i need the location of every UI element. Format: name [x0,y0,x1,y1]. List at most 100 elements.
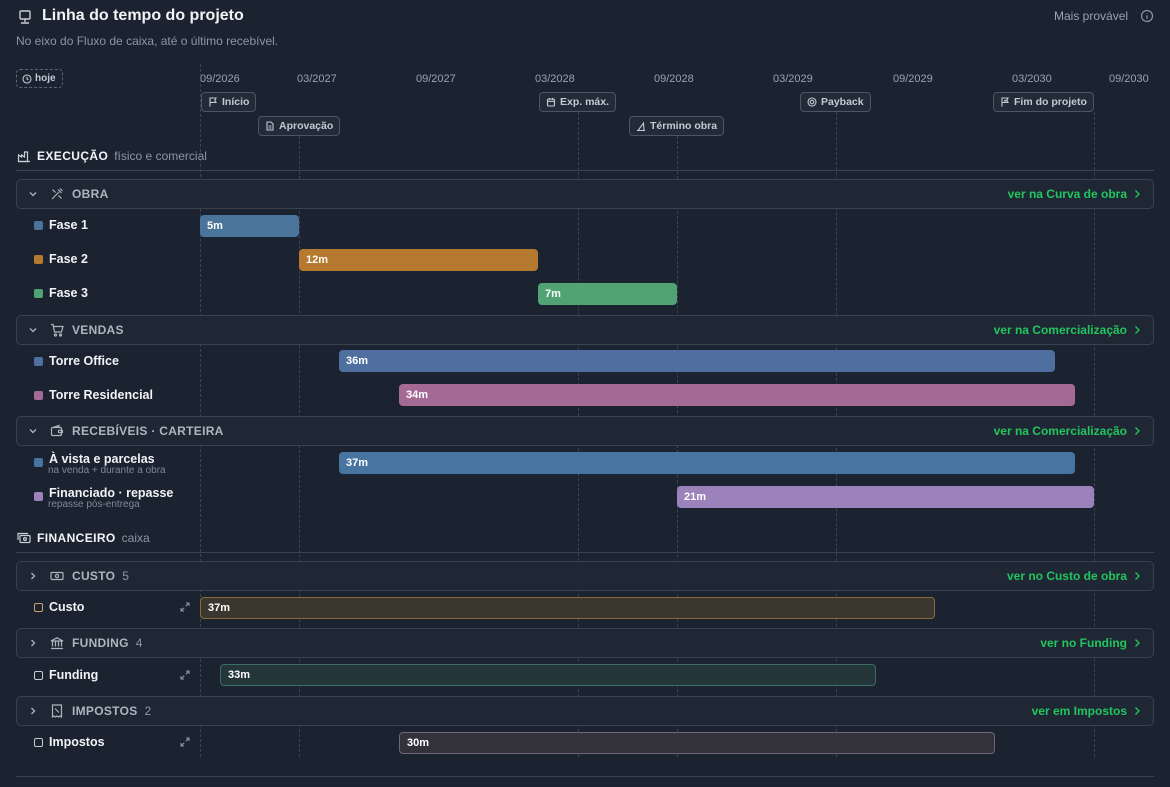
bar-duration: 37m [208,602,231,614]
info-icon[interactable] [1140,9,1154,23]
group-impostos[interactable]: IMPOSTOS 2 ver em Impostos [16,696,1154,726]
gantt-bar-torre-residencial[interactable]: 34m [399,384,1075,406]
axis-tick: 09/2030 [1109,73,1149,85]
row-label: Funding [49,668,99,682]
group-obra[interactable]: OBRA ver na Curva de obra [16,179,1154,209]
document-icon [265,121,275,131]
axis-tick: 09/2026 [200,73,240,85]
row-sublabel: na venda + durante a obra [48,465,166,476]
chevron-right-icon[interactable] [27,637,39,649]
gantt-bar-funding[interactable]: 33m [220,664,876,686]
section-financeiro: FINANCEIRO caixa [17,531,150,545]
row-label: Fase 3 [49,286,88,300]
bar-duration: 34m [406,389,429,401]
link-comercializacao-vendas[interactable]: ver na Comercialização [994,323,1141,337]
milestone-label: Início [222,96,250,108]
milestone-exp-max[interactable]: Exp. máx. [539,92,617,112]
link-funding[interactable]: ver no Funding [1040,636,1141,650]
milestone-inicio[interactable]: Início [201,92,257,112]
group-recebiveis[interactable]: RECEBÍVEIS · CARTEIRA ver na Comercializ… [16,416,1154,446]
row-fase-2: Fase 2 [34,252,88,266]
chevron-down-icon[interactable] [27,425,39,437]
guide-line-termino [677,136,678,757]
gantt-bar-custo[interactable]: 37m [200,597,935,619]
milestone-payback[interactable]: Payback [800,92,871,112]
milestone-label: Aprovação [279,120,334,132]
flag-icon [208,97,218,107]
link-label: ver em Impostos [1031,704,1127,718]
link-label: ver no Funding [1040,636,1127,650]
axis-tick: 03/2028 [535,73,575,85]
expand-icon[interactable] [180,737,190,747]
group-custo[interactable]: CUSTO 5 ver no Custo de obra [16,561,1154,591]
scenario-selector[interactable]: Mais provável [1054,9,1129,23]
link-label: ver no Custo de obra [1006,569,1127,583]
bar-duration: 5m [207,220,223,232]
row-a-vista-parcelas: À vista e parcelas [34,451,155,467]
section-divider [16,170,1154,171]
section-divider [16,552,1154,553]
gantt-bar-fase-2[interactable]: 12m [299,249,538,271]
row-label: À vista e parcelas [49,452,155,466]
row-fase-3: Fase 3 [34,286,88,300]
gantt-bar-a-vista-parcelas[interactable]: 37m [339,452,1075,474]
link-label: ver na Comercialização [993,424,1127,438]
row-label: Fase 2 [49,252,88,266]
axis-tick: 09/2027 [416,73,456,85]
group-funding[interactable]: FUNDING 4 ver no Funding [16,628,1154,658]
axis-tick: 03/2029 [773,73,813,85]
link-curva-obra[interactable]: ver na Curva de obra [1008,187,1141,201]
row-label: Financiado · repasse [49,486,174,500]
gantt-bar-fase-1[interactable]: 5m [200,215,299,237]
page-subtitle: No eixo do Fluxo de caixa, até o último … [16,34,279,48]
chevron-down-icon[interactable] [27,188,39,200]
chevron-right-icon[interactable] [27,705,39,717]
guide-line-aprovacao [299,136,300,757]
chevron-right-icon[interactable] [27,570,39,582]
color-swatch [34,602,43,612]
milestone-label: Payback [821,96,864,108]
gantt-bar-fase-3[interactable]: 7m [538,283,677,305]
row-label: Custo [49,600,85,614]
group-label: VENDAS [72,323,124,337]
expand-icon[interactable] [180,602,190,612]
row-label: Torre Residencial [49,388,153,402]
group-vendas[interactable]: VENDAS ver na Comercialização [16,315,1154,345]
color-swatch [34,356,43,366]
chevron-down-icon[interactable] [27,324,39,336]
receipt-icon [50,704,64,718]
today-button[interactable]: hoje [16,69,63,88]
row-label: Torre Office [49,354,119,368]
color-swatch [34,458,43,467]
gantt-bar-financiado-repasse[interactable]: 21m [677,486,1094,508]
link-comercializacao-recebiveis[interactable]: ver na Comercialização [994,424,1141,438]
link-custo-obra[interactable]: ver no Custo de obra [1007,569,1141,583]
gantt-bar-torre-office[interactable]: 36m [339,350,1055,372]
wallet-icon [50,424,64,438]
milestone-label: Fim do projeto [1014,96,1087,108]
bank-icon [50,636,64,650]
milestone-label: Término obra [650,120,718,132]
factory-icon [17,149,31,163]
flag-check-icon [1000,97,1010,107]
section-title: FINANCEIRO [37,531,116,545]
calendar-icon [546,97,556,107]
milestone-aprovacao[interactable]: Aprovação [258,116,341,136]
axis-tick: 09/2029 [893,73,933,85]
milestone-termino-obra[interactable]: Término obra [629,116,725,136]
expand-icon[interactable] [180,670,190,680]
group-count: 2 [144,704,152,718]
bottom-divider [16,776,1154,777]
milestone-fim-projeto[interactable]: Fim do projeto [993,92,1094,112]
link-impostos[interactable]: ver em Impostos [1032,704,1141,718]
chevron-right-icon [1133,426,1141,436]
cart-icon [50,323,64,337]
gantt-bar-impostos[interactable]: 30m [399,732,995,754]
link-label: ver na Curva de obra [1007,187,1127,201]
axis-tick: 09/2028 [654,73,694,85]
row-custo: Custo [34,600,84,614]
bar-duration: 36m [346,355,369,367]
axis-tick: 03/2030 [1012,73,1052,85]
target-icon [807,97,817,107]
bar-duration: 37m [346,457,369,469]
